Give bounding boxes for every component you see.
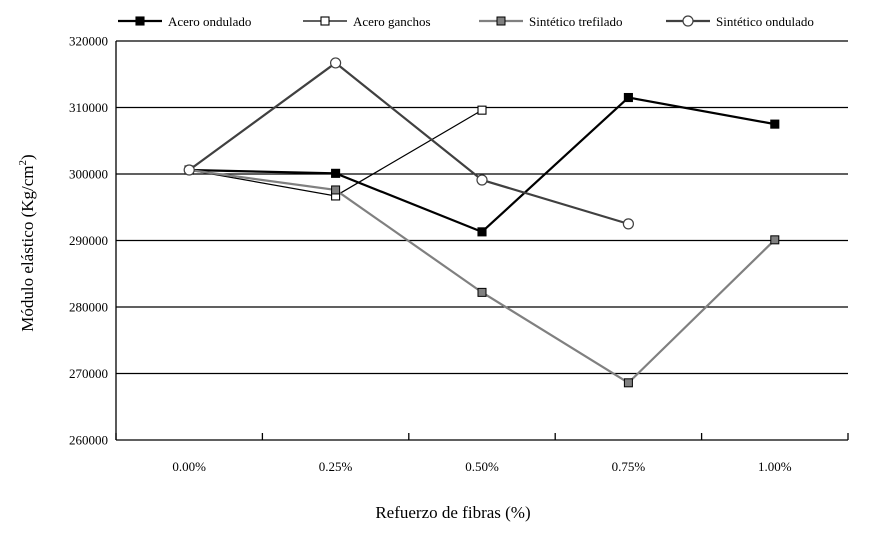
y-tick-label: 310000 — [69, 100, 108, 115]
legend: Acero ondulado Acero ganchos Sintético tre… — [118, 14, 814, 29]
y-axis-title-superscript: 2 — [17, 160, 29, 166]
x-tick-label: 1.00% — [758, 459, 792, 474]
series-line — [189, 109, 483, 197]
legend-item-0: Acero ondulado — [118, 14, 251, 29]
data-point — [330, 57, 342, 69]
legend-swatch-marker — [496, 16, 506, 26]
data-point — [183, 164, 195, 176]
gridlines — [116, 40, 848, 375]
data-point — [477, 287, 487, 297]
legend-label: Acero ganchos — [353, 14, 431, 29]
data-point — [331, 168, 341, 178]
x-tick-labels: 0.00% 0.25% 0.50% 0.75% 1.00% — [172, 459, 791, 474]
data-point — [477, 227, 487, 237]
y-tick-label: 280000 — [69, 300, 108, 315]
y-tick-label: 320000 — [69, 34, 108, 49]
legend-item-2: Sintético trefilado — [479, 14, 623, 29]
series-2 — [184, 165, 780, 388]
y-tick-label: 300000 — [69, 167, 108, 182]
x-tick-label: 0.75% — [612, 459, 646, 474]
series-line — [189, 168, 776, 385]
x-tick-label: 0.00% — [172, 459, 206, 474]
series-3 — [183, 57, 635, 230]
legend-label: Acero ondulado — [168, 14, 251, 29]
data-point — [770, 235, 780, 245]
series-line — [188, 61, 629, 225]
y-axis-title: Módulo elástico (Kg/cm2) — [17, 154, 37, 331]
data-point — [623, 378, 633, 388]
legend-item-1: Acero ganchos — [303, 14, 431, 29]
y-axis-title-close: ) — [18, 154, 37, 160]
series-group — [183, 57, 780, 388]
x-tick-label: 0.25% — [319, 459, 353, 474]
legend-swatch-marker — [682, 15, 694, 27]
legend-item-3: Sintético ondulado — [666, 14, 814, 29]
legend-label: Sintético trefilado — [529, 14, 623, 29]
data-point — [331, 185, 341, 195]
legend-swatch-marker — [320, 16, 330, 26]
data-point — [622, 218, 635, 230]
x-axis-title: Refuerzo de fibras (%) — [375, 503, 530, 522]
y-tick-label: 260000 — [69, 433, 108, 448]
legend-swatch-marker — [135, 16, 145, 26]
y-axis-title-main: Módulo elástico (Kg/cm — [18, 165, 37, 331]
axes — [115, 41, 849, 441]
y-tick-labels: 260000 270000 280000 290000 300000 310000 3200… — [69, 34, 108, 448]
legend-label: Sintético ondulado — [716, 14, 814, 29]
series-line — [189, 96, 775, 234]
series-0 — [184, 92, 780, 237]
data-point — [476, 174, 488, 186]
data-point — [623, 92, 633, 103]
y-tick-label: 270000 — [69, 366, 108, 381]
x-tick-label: 0.50% — [465, 459, 499, 474]
data-point — [477, 105, 487, 115]
y-tick-label: 290000 — [69, 233, 108, 248]
data-point — [770, 119, 780, 129]
